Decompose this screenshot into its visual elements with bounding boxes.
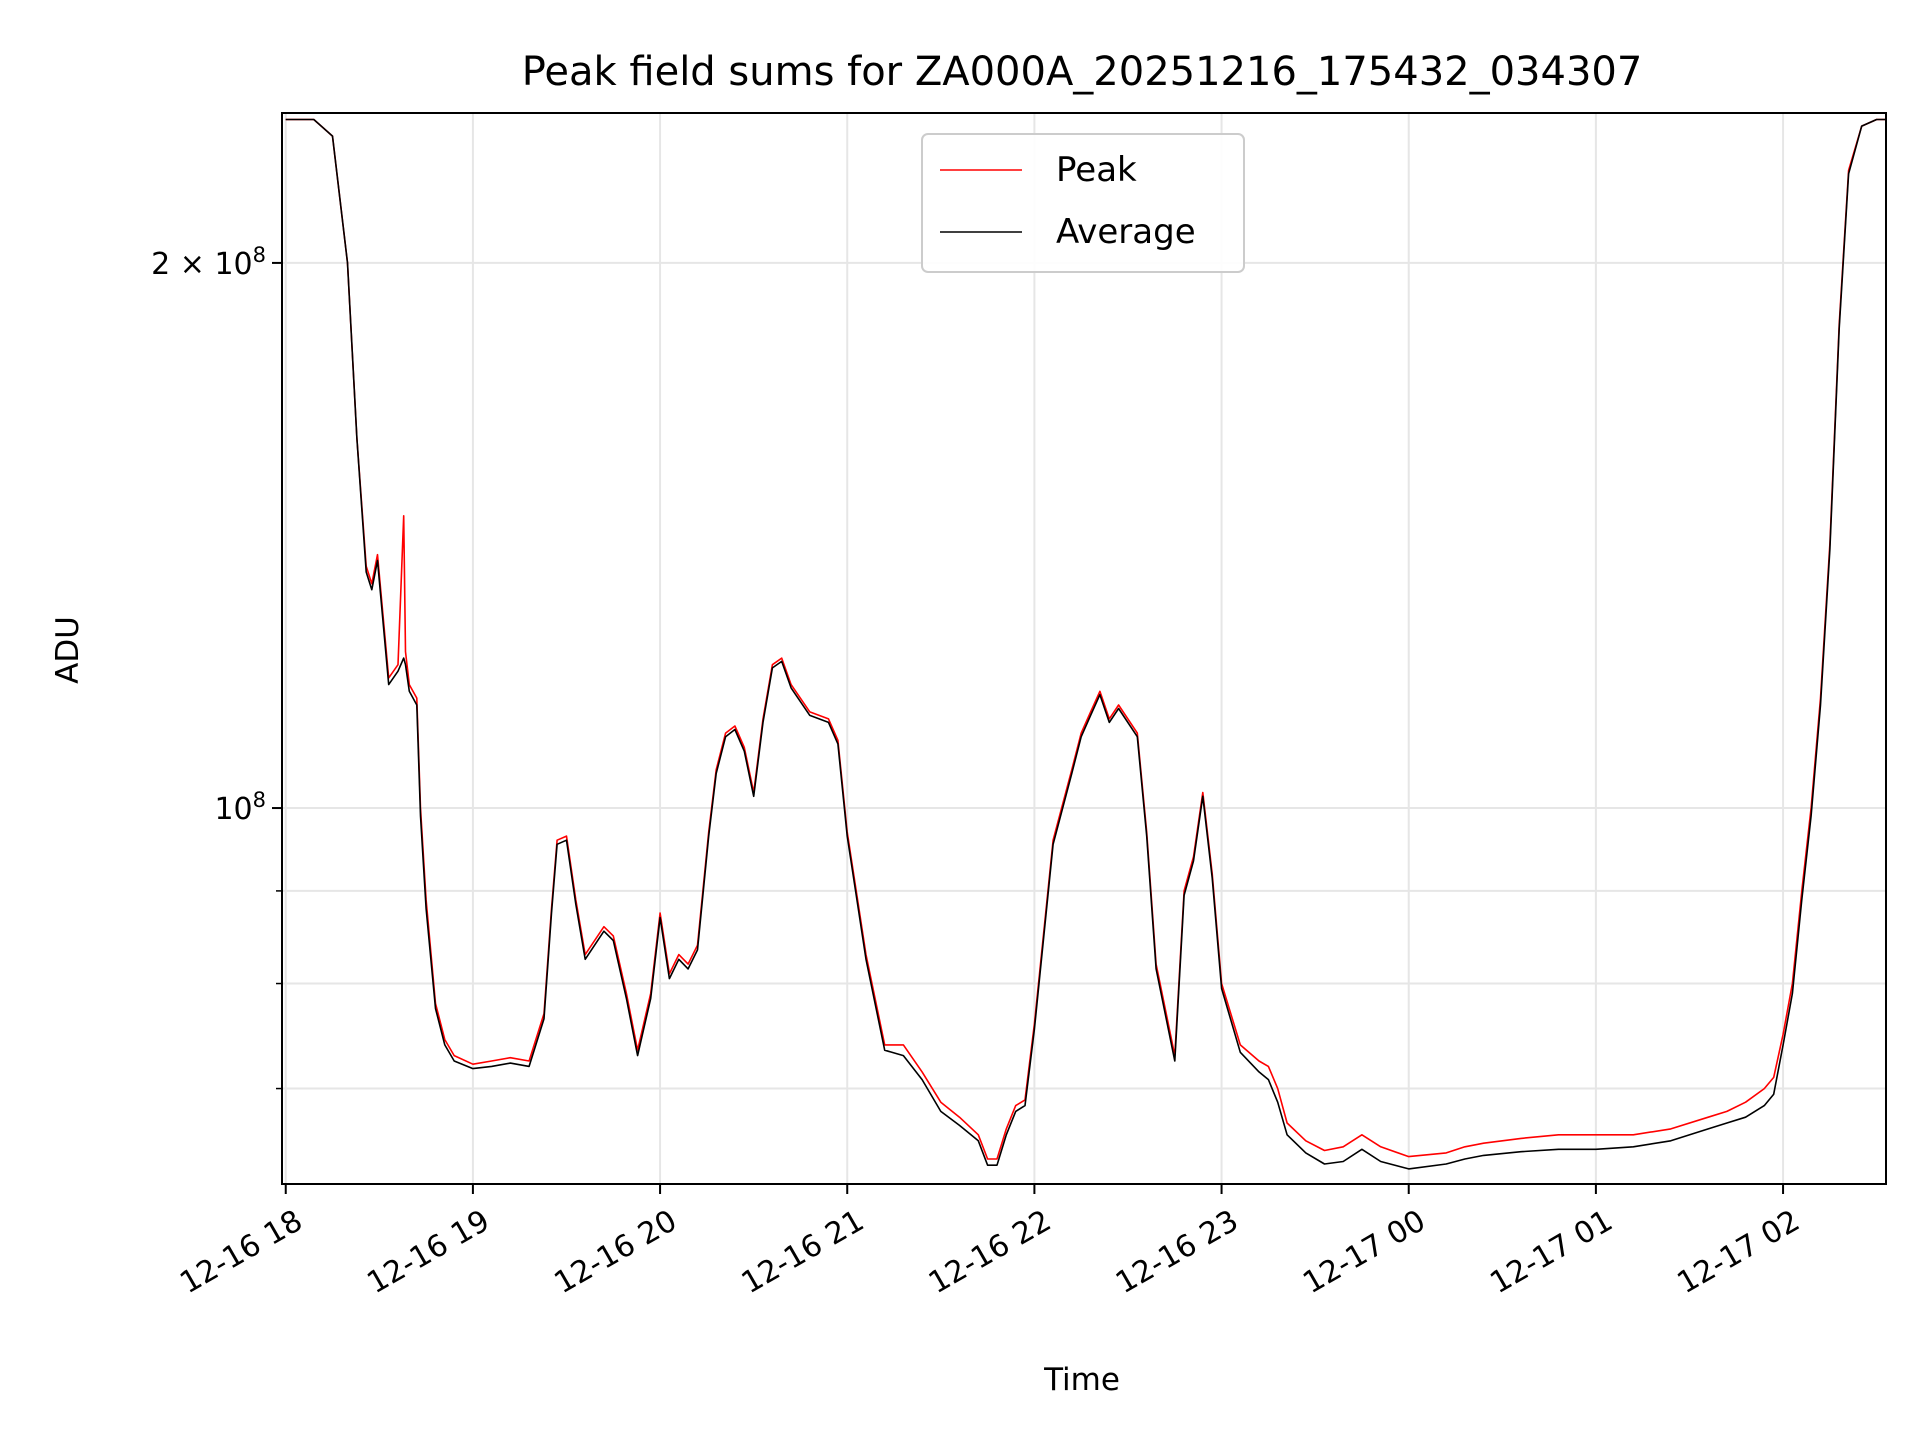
legend-box (921, 133, 1245, 273)
y-tick-label-base: 10 (214, 792, 252, 827)
y-tick-label-prefix: 2 × (151, 247, 214, 282)
chart-title: Peak field sums for ZA000A_20251216_1754… (522, 49, 1643, 95)
y-tick-label-base: 10 (214, 247, 252, 282)
series-line-average (285, 118, 1886, 1170)
series-line-peak (285, 118, 1886, 1160)
y-axis-label: ADU (50, 616, 86, 684)
plot-series (285, 118, 1886, 1170)
y-tick-label: 108 (214, 788, 266, 827)
legend-label-peak: Peak (1056, 150, 1137, 190)
legend-label-average: Average (1056, 212, 1196, 252)
legend: Peak Average (921, 133, 1245, 273)
y-tick-label-exponent: 8 (253, 788, 266, 812)
y-tick-label-exponent: 8 (253, 243, 266, 267)
y-tick-label: 2 × 108 (151, 243, 266, 282)
plot-frame (281, 112, 1887, 1185)
x-axis-label: Time (1043, 1362, 1120, 1398)
